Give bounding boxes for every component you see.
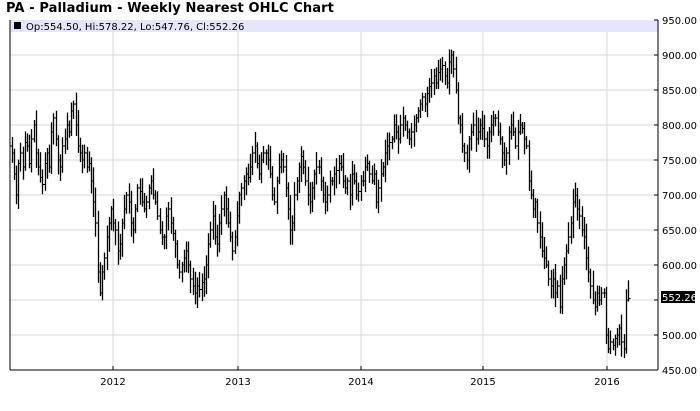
chart-title: PA - Palladium - Weekly Nearest OHLC Cha… [6,1,334,16]
y-tick-label: 450.00 [662,366,697,377]
y-tick-label: 500.00 [662,331,697,342]
last-price-label: 552.26 [662,293,697,304]
y-tick-label: 600.00 [662,261,697,272]
y-tick-label: 750.00 [662,156,697,167]
y-tick-label: 950.00 [662,16,697,27]
legend-band [10,20,658,32]
last-price-badge [661,291,695,303]
y-tick-label: 700.00 [662,191,697,202]
y-tick-label: 850.00 [662,86,697,97]
x-axis-ticks: 2012 2013 2014 2015 2016 [100,366,620,388]
x-tick-label: 2013 [225,377,250,388]
y-tick-label: 800.00 [662,121,697,132]
y-axis-ticks: 950.00 900.00 850.00 800.00 750.00 700.00 650.… [654,16,697,377]
y-tick-label: 900.00 [662,51,697,62]
price-bars [10,49,631,359]
x-tick-label: 2015 [470,377,495,388]
y-tick-label: 650.00 [662,226,697,237]
legend-ohlc-text: Op:554.50, Hi:578.22, Lo:547.76, Cl:552.… [26,22,244,33]
x-tick-label: 2012 [100,377,125,388]
x-tick-label: 2016 [594,377,619,388]
grid-lines [10,32,658,370]
legend-marker-icon [14,22,21,29]
x-tick-label: 2014 [348,377,373,388]
